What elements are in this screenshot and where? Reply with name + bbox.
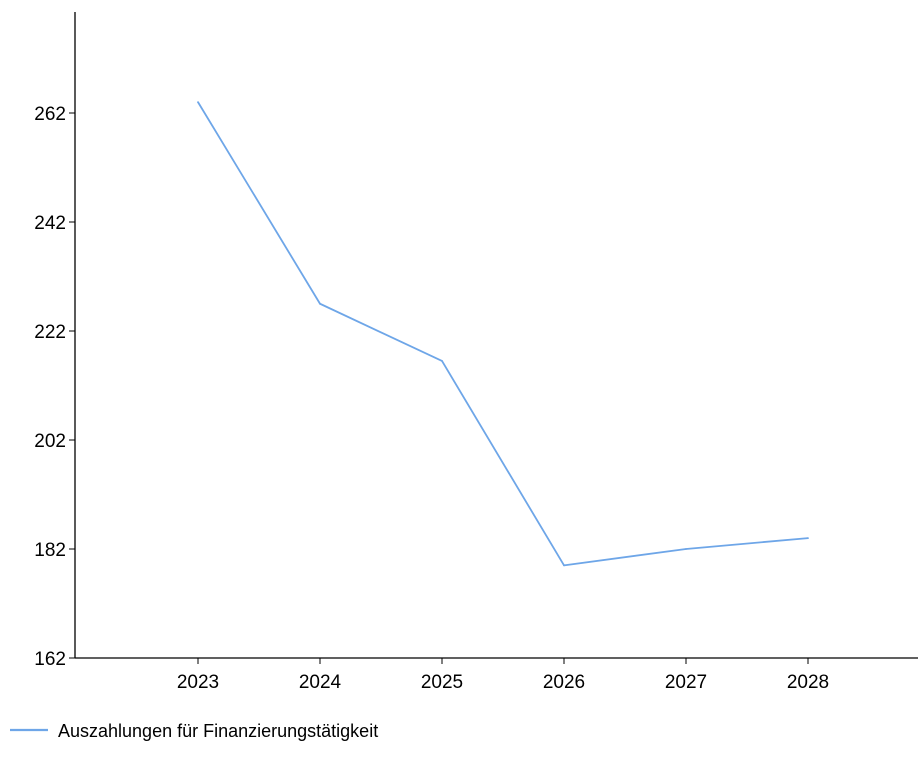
data-point <box>197 101 199 103</box>
legend-label: Auszahlungen für Finanzierungstätigkeit <box>58 721 378 741</box>
y-tick-label: 182 <box>34 540 66 561</box>
x-tick-label: 2024 <box>299 672 342 693</box>
series-line <box>197 101 809 567</box>
data-point <box>685 548 687 550</box>
y-tick-label: 222 <box>34 322 66 343</box>
legend: Auszahlungen für Finanzierungstätigkeit <box>10 721 378 741</box>
y-tick-label: 202 <box>34 431 66 452</box>
data-point <box>319 302 321 305</box>
y-tick-label: 242 <box>34 213 66 234</box>
y-axis-ticks: 162 182 202 222 242 262 <box>34 104 75 670</box>
x-tick-label: 2026 <box>543 672 585 693</box>
series-layer <box>197 101 809 567</box>
data-point <box>807 537 809 539</box>
x-tick-label: 2023 <box>177 672 219 693</box>
x-axis-ticks: 2023 2024 2025 2026 2027 2028 <box>177 658 829 693</box>
y-tick-label: 162 <box>34 649 66 670</box>
x-tick-label: 2027 <box>665 672 707 693</box>
x-tick-label: 2028 <box>787 672 829 693</box>
data-point <box>441 360 443 362</box>
x-tick-label: 2025 <box>421 672 463 693</box>
y-tick-label: 262 <box>34 104 66 125</box>
data-point <box>563 564 565 567</box>
